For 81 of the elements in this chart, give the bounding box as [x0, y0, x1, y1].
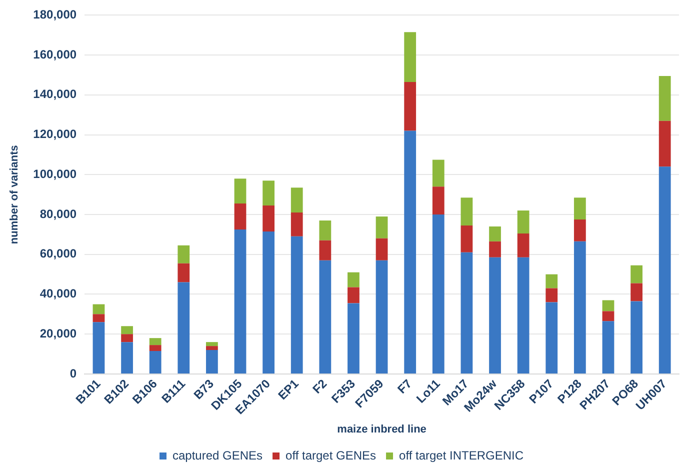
- bar: [290, 236, 303, 374]
- bar: [574, 241, 586, 374]
- bar: [262, 231, 275, 374]
- bar: [517, 233, 530, 258]
- x-tick-label: F7: [394, 376, 415, 396]
- bar: [92, 304, 105, 314]
- y-tick-label: 120,000: [33, 127, 77, 142]
- bar: [546, 288, 558, 302]
- bar: [602, 321, 614, 374]
- bar: [376, 216, 388, 238]
- bar: [574, 219, 586, 242]
- y-tick-label: 80,000: [40, 206, 77, 221]
- bar: [121, 334, 133, 342]
- y-tick-label: 20,000: [40, 326, 77, 340]
- bar: [489, 257, 501, 374]
- bar: [92, 322, 105, 374]
- bar: [319, 240, 332, 260]
- bar: [92, 314, 105, 322]
- bar: [602, 311, 614, 322]
- bar: [432, 214, 444, 374]
- bar: [234, 229, 246, 374]
- bar: [517, 210, 530, 234]
- bar: [178, 263, 190, 282]
- bar: [546, 274, 558, 288]
- x-tick-label: F2: [310, 376, 330, 396]
- bar: [489, 226, 501, 242]
- bar: [319, 220, 332, 240]
- bar: [376, 238, 388, 260]
- bar: [404, 32, 416, 82]
- bar: [206, 342, 218, 346]
- bar: [149, 338, 162, 346]
- bar: [262, 180, 275, 206]
- bar: [460, 198, 473, 226]
- y-tick-label: 180,000: [33, 8, 77, 22]
- bar: [234, 204, 246, 230]
- legend-label: captured GENEs: [172, 448, 263, 462]
- bar: [517, 257, 530, 374]
- bar: [574, 198, 586, 220]
- y-tick-label: 100,000: [33, 166, 77, 181]
- y-axis-title: number of variants: [8, 145, 21, 244]
- bar: [376, 260, 388, 374]
- bar: [178, 282, 190, 374]
- y-tick-label: 60,000: [40, 246, 77, 261]
- y-tick-label: 160,000: [33, 47, 77, 62]
- bar: [348, 287, 360, 304]
- bar: [630, 283, 642, 302]
- bar: [404, 82, 416, 131]
- bar: [630, 265, 642, 284]
- bar: [319, 260, 332, 374]
- bar: [404, 130, 416, 374]
- bar: [489, 241, 501, 258]
- bar: [348, 272, 360, 288]
- y-tick-label: 140,000: [33, 87, 77, 102]
- bar: [460, 225, 473, 252]
- bar: [178, 245, 190, 264]
- bar: [121, 342, 133, 374]
- x-tick-label: EP1: [275, 376, 302, 403]
- bar: [206, 346, 218, 350]
- bar: [262, 206, 275, 232]
- y-tick-label: 40,000: [40, 286, 77, 301]
- bar: [658, 166, 671, 374]
- bar: [149, 345, 162, 352]
- legend-label: off target INTERGENIC: [399, 448, 524, 462]
- bar: [432, 160, 444, 187]
- bar: [206, 350, 218, 374]
- bar: [630, 301, 642, 374]
- bar: [121, 326, 133, 334]
- bar: [546, 302, 558, 374]
- bar: [658, 76, 671, 121]
- x-axis-title: maize inbred line: [337, 423, 426, 436]
- bar: [602, 300, 614, 312]
- bar: [348, 303, 360, 374]
- bar: [290, 212, 303, 236]
- bar: [432, 186, 444, 215]
- bar: [290, 188, 303, 213]
- y-tick-label: 0: [70, 366, 77, 380]
- bar: [149, 351, 162, 374]
- legend-label: off target GENEs: [286, 448, 376, 462]
- bar: [460, 252, 473, 374]
- bar: [234, 178, 246, 204]
- bar: [658, 120, 671, 167]
